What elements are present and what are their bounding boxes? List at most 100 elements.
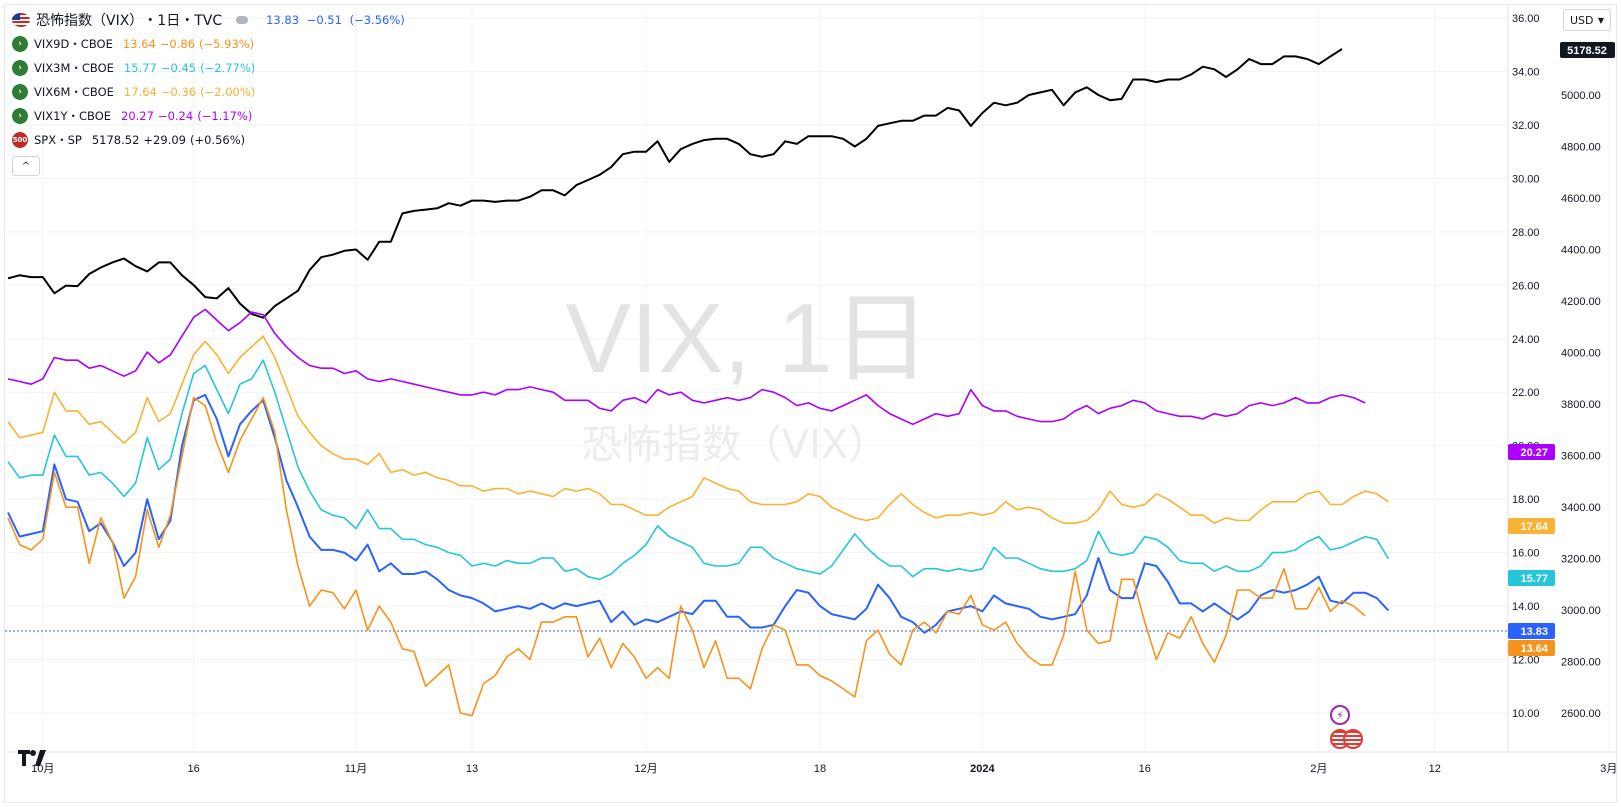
x-axis-tick: 11月 — [345, 763, 367, 775]
x-axis-tick: 2月 — [1310, 763, 1327, 775]
last-value-label-spx: 5178.52 — [1560, 42, 1615, 58]
legend-change: −0.45 — [160, 61, 197, 75]
cboe-icon: › — [12, 108, 28, 124]
eye-toggle-icon[interactable] — [236, 16, 249, 24]
legend-row-0[interactable]: › VIX9D・CBOE 13.64 −0.86 (−5.93%) — [12, 32, 409, 56]
x-axis-tick: 3月 — [1600, 763, 1617, 775]
legend-value: 20.27 — [121, 109, 154, 123]
currency-label: USD — [1570, 13, 1594, 27]
left-axis-tick: 14.00 — [1512, 601, 1540, 613]
svg-text:20.27: 20.27 — [1520, 447, 1548, 459]
legend-change-pct: (+0.56%) — [189, 133, 246, 147]
x-axis-tick: 2024 — [970, 763, 995, 775]
series-line-vix3m[interactable] — [7, 359, 1390, 581]
us-flag-icon — [12, 13, 30, 27]
chevron-up-icon: ^ — [21, 160, 31, 172]
right-axis-tick: 3000.00 — [1561, 605, 1601, 617]
legend-value: 17.64 — [123, 85, 157, 99]
legend-value: 5178.52 — [91, 133, 140, 147]
svg-text:5178.52: 5178.52 — [1567, 45, 1607, 57]
svg-text:17.64: 17.64 — [1520, 521, 1548, 533]
right-axis-tick: 2600.00 — [1561, 708, 1601, 720]
last-value-label-vix9d: 13.64 — [1508, 640, 1555, 656]
legend-row-2[interactable]: › VIX6M・CBOE 17.64 −0.36 (−2.00%) — [12, 80, 409, 104]
legend-change-pct: (−2.00%) — [200, 85, 256, 99]
legend-change-pct: (−2.77%) — [200, 61, 256, 75]
vix-change: −0.51 — [306, 13, 342, 27]
left-axis-tick: 22.00 — [1512, 387, 1540, 399]
symbol-interval: ・1日・TVC — [143, 13, 223, 29]
x-axis-tick: 13 — [466, 763, 478, 775]
series-line-spx[interactable] — [7, 48, 1343, 319]
price-labels: 5178.52 20.27 17.64 15.77 13.83 13.64 — [1508, 42, 1615, 656]
series-lines — [7, 48, 1390, 717]
axes: 36.00 34.00 32.00 30.00 28.00 26.00 24.00 22.00… — [5, 5, 1617, 775]
last-value-label-vix6m: 17.64 — [1508, 518, 1555, 534]
left-axis-tick: 18.00 — [1512, 494, 1540, 506]
x-axis-tick: 12月 — [634, 763, 657, 775]
currency-selector[interactable]: USD ▼ — [1563, 9, 1611, 31]
chart-frame — [4, 4, 1617, 803]
series-line-vix6m[interactable] — [7, 335, 1389, 525]
legend-name: VIX1Y・CBOE — [34, 109, 112, 123]
last-value-label-vix: 13.83 — [1508, 623, 1555, 639]
series-line-vix[interactable] — [7, 393, 1390, 634]
right-axis-tick: 4200.00 — [1561, 296, 1601, 308]
last-value-label-vix3m: 15.77 — [1508, 570, 1555, 586]
cboe-icon: › — [12, 60, 28, 76]
legend-row-4[interactable]: 500 SPX・SP 5178.52 +29.09 (+0.56%) — [12, 128, 409, 152]
right-axis-tick: 2800.00 — [1561, 657, 1601, 669]
svg-text:13.64: 13.64 — [1520, 643, 1548, 655]
tradingview-logo-icon[interactable] — [18, 747, 48, 771]
legend-change-pct: (−1.17%) — [197, 109, 253, 123]
right-axis-tick: 4400.00 — [1561, 245, 1601, 257]
right-axis-tick: 4000.00 — [1561, 348, 1601, 360]
legend-value: 13.64 — [122, 37, 156, 51]
right-axis-tick: 3200.00 — [1561, 554, 1601, 566]
svg-text:13.83: 13.83 — [1520, 626, 1548, 638]
cboe-icon: › — [12, 84, 28, 100]
legend-row-1[interactable]: › VIX3M・CBOE 15.77 −0.45 (−2.77%) — [12, 56, 409, 80]
legend-change: −0.36 — [160, 85, 197, 99]
legend-value: 15.77 — [123, 61, 157, 75]
legend-name: VIX9D・CBOE — [34, 37, 113, 51]
chevron-down-icon: ▼ — [1597, 15, 1604, 25]
right-axis-tick: 4600.00 — [1561, 193, 1601, 205]
x-axis-tick: 16 — [1139, 763, 1151, 775]
legend-change: −0.24 — [157, 109, 194, 123]
collapse-legend-button[interactable]: ^ — [12, 156, 40, 176]
legend: 恐怖指数（VIX） ・1日・TVC 13.83 −0.51 (−3.56%) ›… — [12, 8, 409, 176]
lightning-icon[interactable]: ⚡ — [1330, 705, 1350, 725]
x-axis-tick: 16 — [187, 763, 199, 775]
x-axis-tick: 12 — [1429, 763, 1441, 775]
series-line-vix1y[interactable] — [7, 308, 1366, 426]
left-axis-tick: 10.00 — [1512, 708, 1540, 720]
watermark-title: VIX, 1日 — [566, 283, 931, 393]
left-axis-tick: 36.00 — [1512, 13, 1540, 25]
svg-text:15.77: 15.77 — [1520, 573, 1548, 585]
legend-change: +29.09 — [143, 133, 186, 147]
series-line-vix9d[interactable] — [7, 396, 1366, 717]
left-axis-tick: 12.00 — [1512, 655, 1540, 667]
last-value-label-vix1y: 20.27 — [1508, 444, 1555, 460]
x-axis-tick: 10月 — [31, 763, 54, 775]
legend-name: SPX・SP — [34, 133, 82, 147]
right-axis-tick: 3600.00 — [1561, 451, 1601, 463]
left-axis-tick: 16.00 — [1512, 548, 1540, 560]
legend-name: VIX3M・CBOE — [34, 61, 114, 75]
left-axis-tick: 32.00 — [1512, 120, 1540, 132]
us-flag-event-icon-2[interactable] — [1343, 729, 1363, 749]
left-axis-tick: 34.00 — [1512, 66, 1540, 78]
left-axis-tick: 28.00 — [1512, 227, 1540, 239]
right-axis-tick: 4800.00 — [1561, 142, 1601, 154]
left-axis-tick: 30.00 — [1512, 173, 1540, 185]
vix-value: 13.83 — [266, 13, 300, 27]
legend-row-3[interactable]: › VIX1Y・CBOE 20.27 −0.24 (−1.17%) — [12, 104, 409, 128]
legend-main-row[interactable]: 恐怖指数（VIX） ・1日・TVC 13.83 −0.51 (−3.56%) — [12, 8, 409, 32]
left-axis-tick: 26.00 — [1512, 280, 1540, 292]
spx-500-icon: 500 — [12, 132, 28, 148]
right-axis-tick: 3800.00 — [1561, 399, 1601, 411]
legend-change: −0.86 — [159, 37, 196, 51]
watermark: VIX, 1日 恐怖指数（VIX） — [566, 283, 931, 468]
